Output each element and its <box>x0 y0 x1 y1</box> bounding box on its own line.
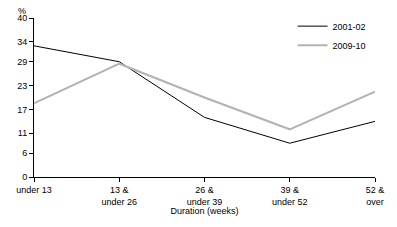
svg-text:under 13: under 13 <box>16 185 52 195</box>
svg-text:39 &under 52: 39 &under 52 <box>272 185 308 207</box>
svg-text:%: % <box>18 6 26 16</box>
svg-text:2001-02: 2001-02 <box>333 22 366 32</box>
svg-text:23: 23 <box>17 81 27 91</box>
svg-text:26 &under 39: 26 &under 39 <box>187 185 223 207</box>
svg-text:2009-10: 2009-10 <box>333 41 366 51</box>
svg-text:6: 6 <box>22 148 27 158</box>
svg-text:0: 0 <box>22 172 27 182</box>
svg-text:17: 17 <box>17 105 27 115</box>
svg-text:34: 34 <box>17 37 27 47</box>
svg-text:Duration (weeks): Duration (weeks) <box>170 207 238 217</box>
svg-text:52 &over: 52 &over <box>366 185 385 207</box>
svg-text:40: 40 <box>17 13 27 23</box>
svg-text:29: 29 <box>17 57 27 67</box>
svg-text:13 &under 26: 13 &under 26 <box>101 185 137 207</box>
svg-text:11: 11 <box>18 128 27 138</box>
